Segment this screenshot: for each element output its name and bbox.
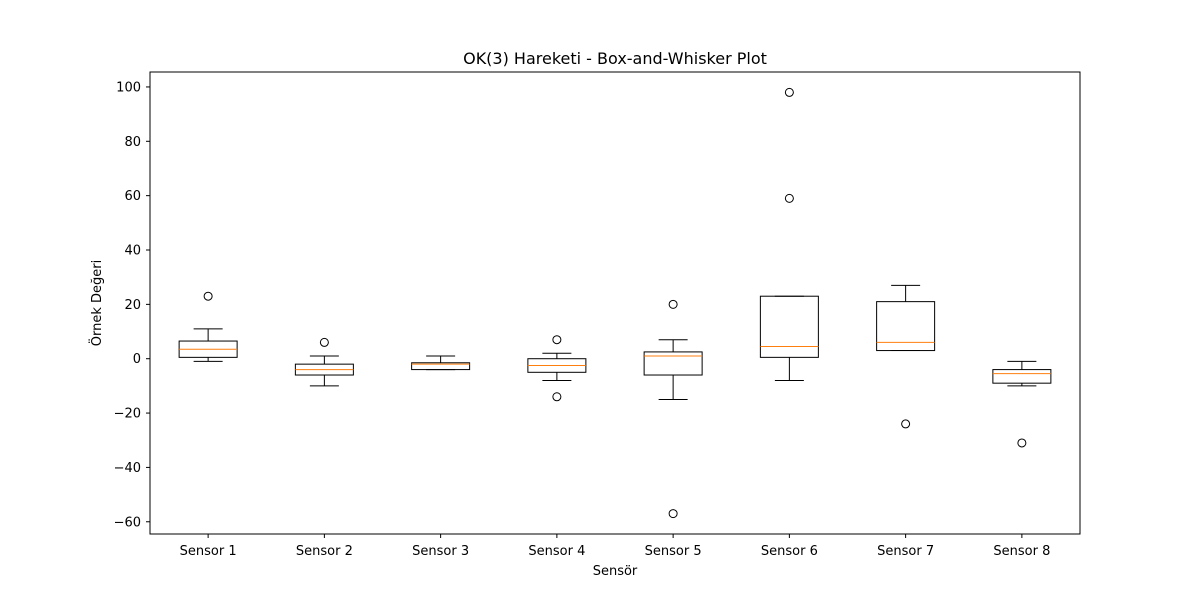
outlier-point (552, 335, 562, 345)
y-tick-label: −20 (114, 407, 141, 422)
y-tick-label: 0 (133, 352, 141, 367)
y-axis-label: Örnek Değeri (88, 260, 105, 346)
box-group-6 (759, 87, 819, 381)
box-group-8 (992, 360, 1052, 448)
x-axis-label: Sensör (593, 564, 638, 579)
box-iqr (876, 301, 936, 352)
y-tick-label: 20 (124, 298, 141, 313)
box-group-2 (294, 337, 354, 387)
y-tick-label: 80 (124, 135, 141, 150)
outlier-point (668, 509, 678, 519)
x-tick-label: Sensor 5 (645, 544, 702, 559)
outlier-point (552, 392, 562, 402)
box-group-3 (411, 355, 471, 371)
x-tick-label: Sensor 6 (761, 544, 818, 559)
x-tick-label: Sensor 3 (412, 544, 469, 559)
outlier-point (901, 419, 911, 429)
outlier-point (668, 299, 678, 309)
y-tick-label: 100 (116, 80, 141, 95)
box-iqr (759, 295, 819, 358)
x-tick-label: Sensor 7 (877, 544, 934, 559)
x-axis: Sensor 1 Sensor 2 Sensor 3 Sensor 4 Sensor 5… (180, 534, 1050, 559)
x-tick-label: Sensor 2 (296, 544, 353, 559)
box-group-4 (527, 335, 587, 402)
x-tick-label: Sensor 4 (528, 544, 585, 559)
box-group-1 (178, 291, 238, 362)
outlier-point (319, 337, 329, 347)
x-tick-label: Sensor 1 (180, 544, 237, 559)
outlier-point (1017, 438, 1027, 448)
outlier-point (203, 291, 213, 301)
y-tick-label: −40 (114, 461, 141, 476)
y-tick-label: 60 (124, 189, 141, 204)
box-iqr (992, 369, 1052, 384)
box-group-7 (876, 284, 936, 429)
box-iqr (411, 362, 471, 371)
box-group-5 (643, 299, 703, 519)
x-tick-label: Sensor 8 (993, 544, 1050, 559)
y-tick-label: 40 (124, 244, 141, 259)
outlier-point (784, 87, 794, 97)
outlier-point (784, 193, 794, 203)
chart-title: OK(3) Hareketi - Box-and-Whisker Plot (463, 49, 767, 68)
box-iqr (643, 351, 703, 376)
plot-area (178, 87, 1052, 519)
plot-frame (149, 71, 1081, 535)
y-tick-label: −60 (114, 515, 141, 530)
y-axis: −60 −40 −20 0 20 40 60 80 100 (114, 80, 150, 530)
